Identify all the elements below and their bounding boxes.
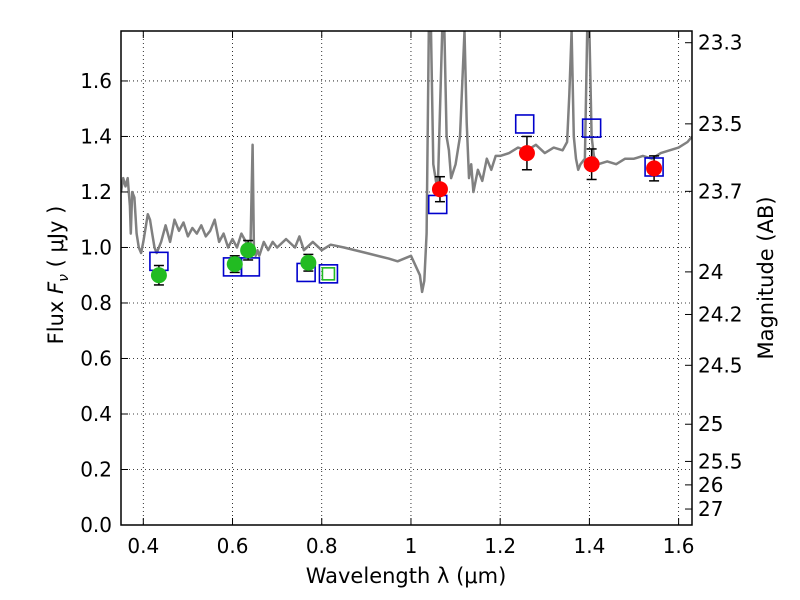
x-tick-label: 0.4 (127, 534, 159, 558)
x-tick-label: 1.6 (663, 534, 695, 558)
mag-tick-label: 26 (698, 473, 723, 497)
model-square-marker (581, 118, 602, 138)
photometry-point (240, 242, 257, 259)
photometry-point (646, 160, 663, 177)
mag-tick-label: 24.5 (698, 353, 743, 377)
mag-tick-label: 23.7 (698, 179, 743, 203)
mag-tick-label: 25 (698, 412, 723, 436)
y-axis-label-prefix: Flux (44, 294, 68, 344)
model-square-marker (321, 267, 336, 281)
mag-tick-label: 23.3 (698, 31, 743, 55)
y-axis-label-var: F (44, 281, 68, 294)
photometry-point (226, 256, 243, 273)
y-tick-label: 0.8 (80, 291, 112, 315)
y-tick-label: 1.2 (80, 180, 112, 204)
y-tick-label: 0.6 (80, 346, 112, 370)
model-square-marker (427, 194, 448, 215)
y-tick-label: 1.0 (80, 235, 112, 259)
photometry-point (300, 254, 317, 271)
ticks-layer: 0.4 0.6 0.8 1 1.2 1.4 1.6 0.0 0.2 0.4 0.6 0.8 1.0 1.2… (80, 31, 742, 558)
mag-tick-label: 27 (698, 497, 723, 521)
x-axis-label: Wavelength λ (μm) (306, 564, 507, 588)
y-axis-label: Flux Fν ( μJy ) (44, 206, 72, 345)
x-tick-label: 1.2 (484, 534, 516, 558)
x-tick-label: 1 (405, 534, 418, 558)
y-axis-label-sub: ν (56, 274, 72, 282)
spectrum-layer (121, 31, 692, 294)
photometry-point (431, 181, 448, 198)
mag-tick-label: 24.2 (698, 302, 743, 326)
photometry-point (150, 267, 167, 284)
model-square-marker (514, 114, 535, 134)
photometry-point (518, 145, 535, 162)
y-axis-label-suffix: ( μJy ) (44, 206, 68, 274)
mag-tick-label: 25.5 (698, 449, 743, 473)
mag-tick-label: 24 (698, 260, 723, 284)
y-tick-label: 1.4 (80, 124, 112, 148)
model-square-marker (318, 264, 339, 284)
y-tick-label: 0.4 (80, 402, 112, 426)
photometry-point (583, 156, 600, 173)
x-tick-label: 0.8 (306, 534, 338, 558)
model-spectrum-line (121, 31, 692, 294)
y-tick-label: 0.2 (80, 457, 112, 481)
x-tick-label: 0.6 (217, 534, 249, 558)
mag-tick-label: 23.5 (698, 112, 743, 136)
markers-layer (149, 114, 664, 286)
y-tick-label: 0.0 (80, 513, 112, 537)
x-tick-label: 1.4 (573, 534, 605, 558)
plot-frame (120, 30, 693, 526)
grid (121, 31, 692, 526)
right-axis-label: Magnitude (AB) (754, 196, 778, 359)
y-tick-label: 1.6 (80, 69, 112, 93)
